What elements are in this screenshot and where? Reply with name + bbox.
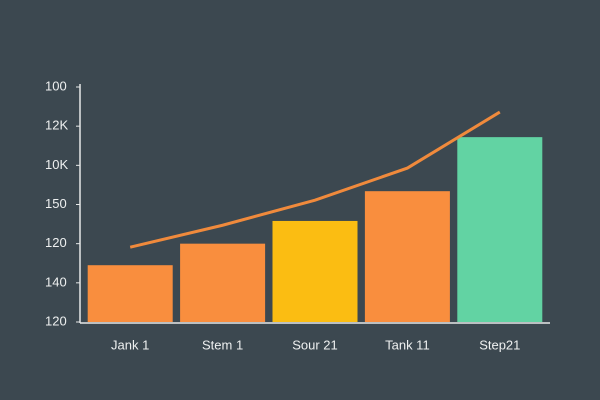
y-tick-label: 100 (45, 78, 67, 93)
y-tick-label: 120 (45, 313, 67, 328)
bar (272, 220, 358, 322)
bar (180, 243, 266, 322)
x-tick-label: Stem 1 (202, 337, 243, 352)
x-tick-label: Sour 21 (292, 337, 338, 352)
bar (364, 191, 450, 322)
bar (457, 137, 543, 322)
y-tick-label: 150 (45, 196, 67, 211)
x-tick-label: Step21 (479, 337, 520, 352)
y-tick-label: 120 (45, 235, 67, 250)
bar (87, 265, 173, 322)
x-tick-label: Tank 11 (385, 337, 430, 352)
x-tick-label: Jank 1 (111, 337, 149, 352)
y-tick-label: 12K (45, 118, 68, 133)
y-tick-label: 10K (45, 157, 68, 172)
y-tick-label: 140 (45, 274, 67, 289)
trend-line (129, 110, 501, 249)
